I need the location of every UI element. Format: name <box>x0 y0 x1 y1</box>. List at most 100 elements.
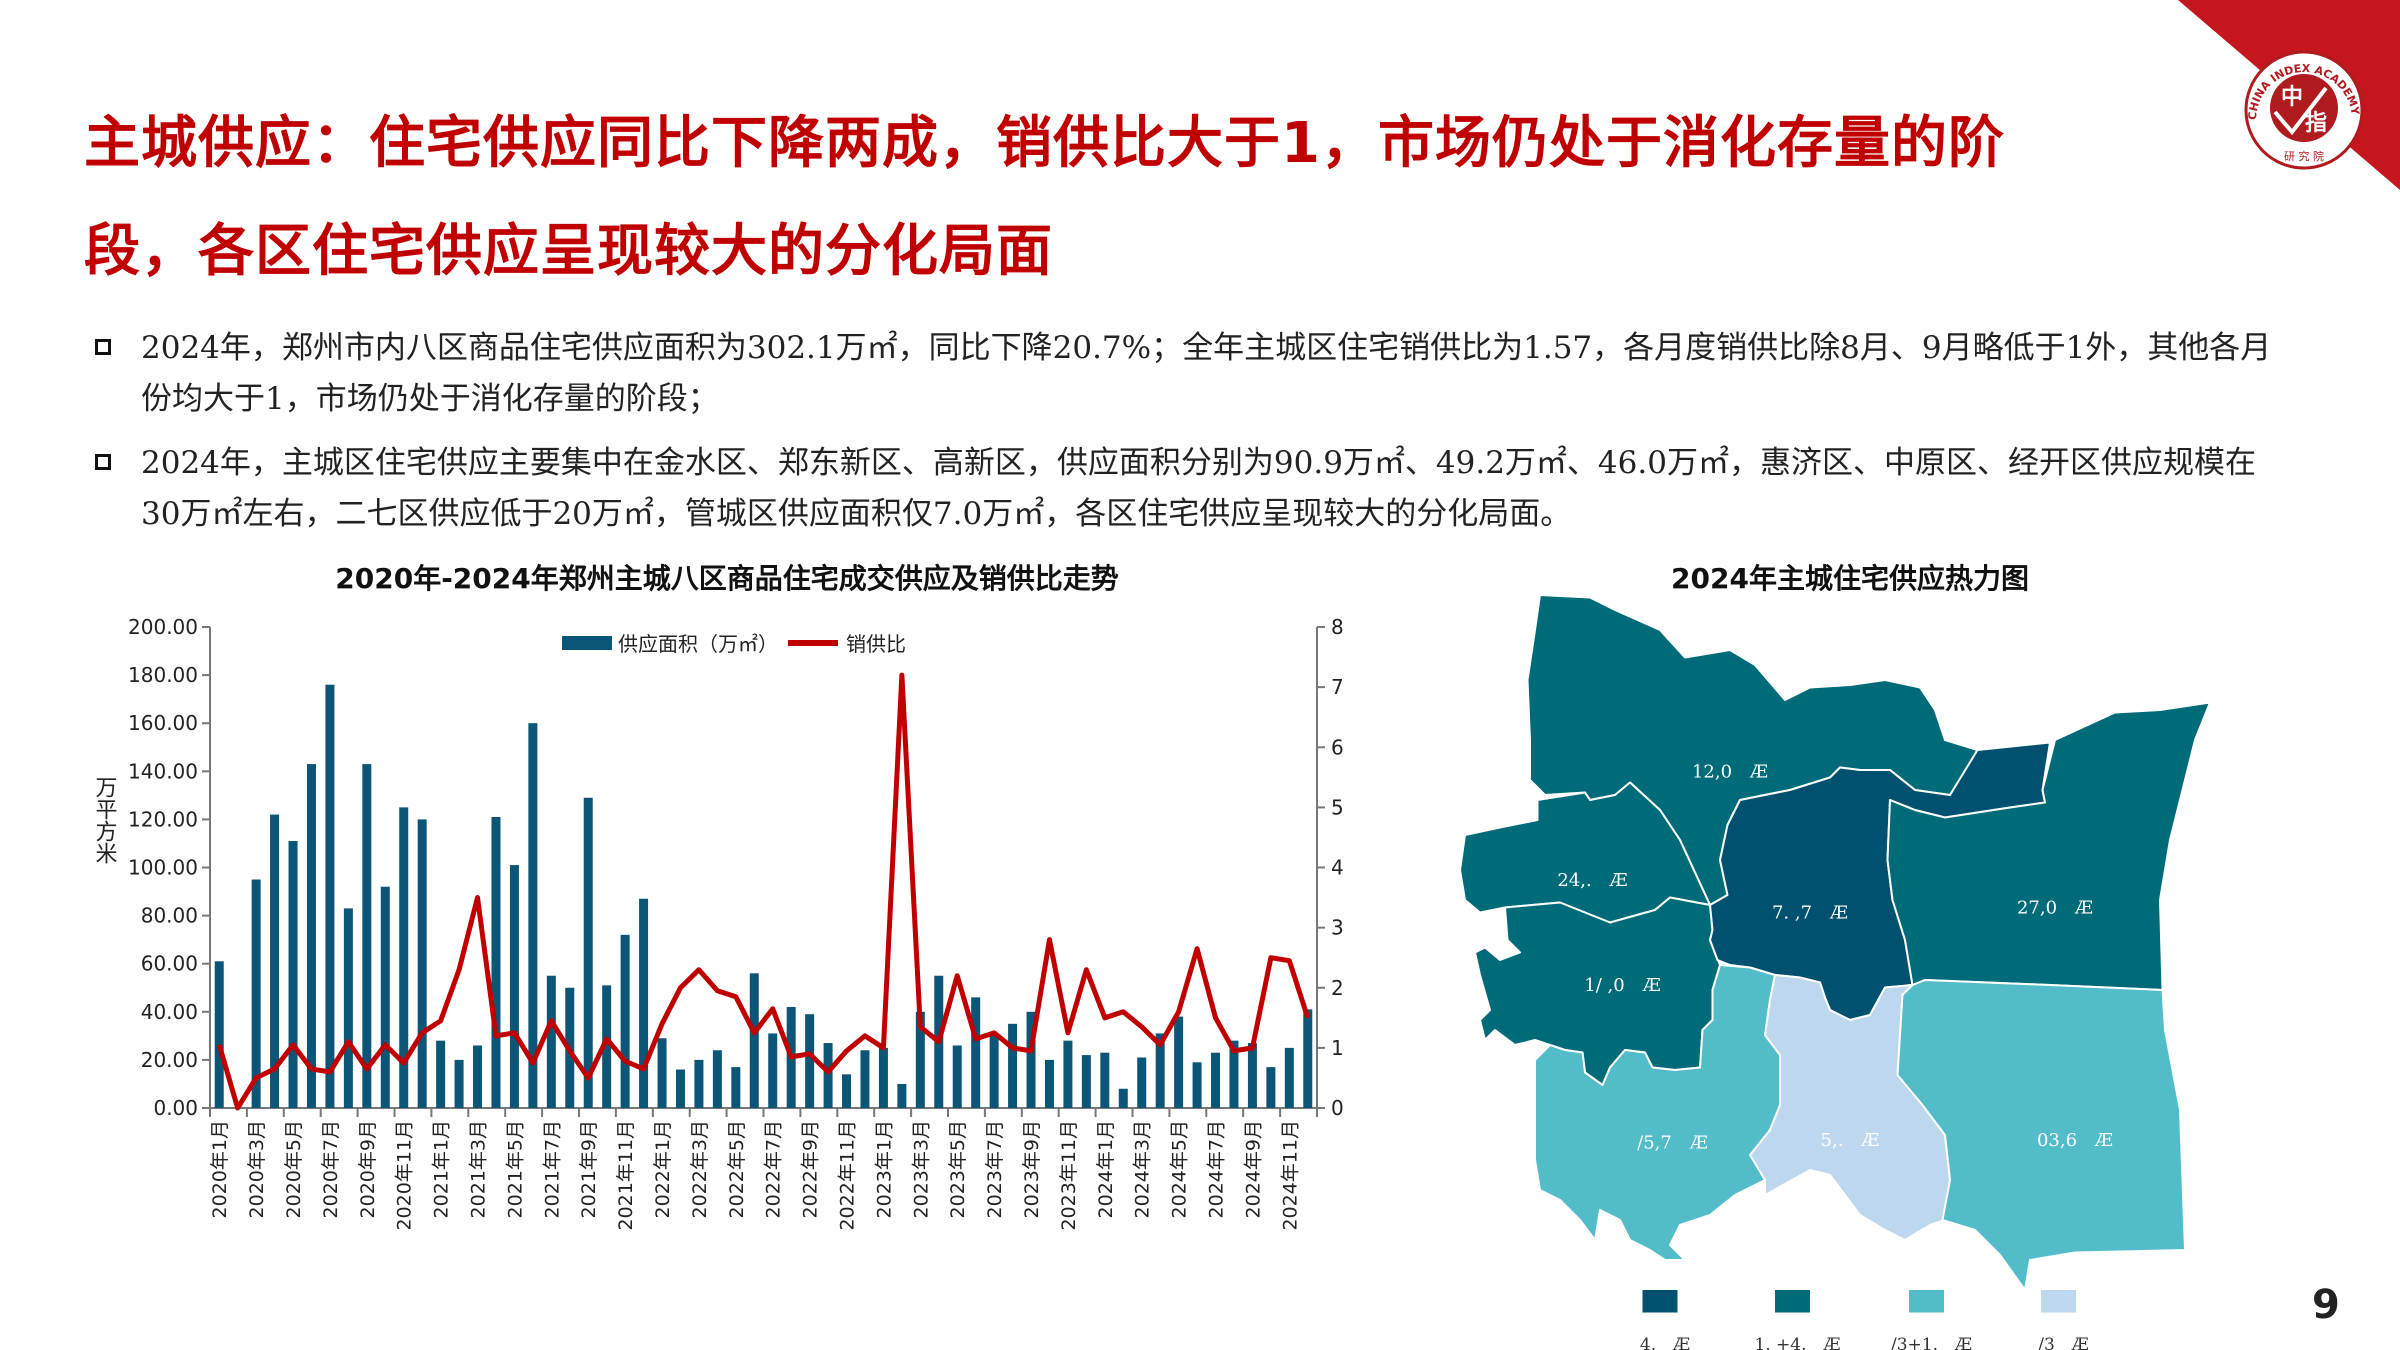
supply-bar <box>306 764 316 1108</box>
y-tick-label: 160.00 <box>128 711 198 735</box>
map-region-label: 7. ,7 Æ <box>1772 903 1848 924</box>
map-region-label: 12,0 Æ <box>1692 762 1768 783</box>
supply-bar <box>1137 1057 1147 1108</box>
supply-bar <box>805 1014 815 1108</box>
y-tick-label: 0.00 <box>153 1096 198 1120</box>
map-region <box>1896 979 2186 1291</box>
x-tick-label: 2020年3月 <box>246 1120 268 1218</box>
supply-bar <box>915 1011 925 1108</box>
x-tick-label: 2023年1月 <box>873 1120 895 1218</box>
y-axis-label: 万平方米 <box>92 776 118 864</box>
x-tick-label: 2024年3月 <box>1132 1120 1154 1218</box>
x-tick-label: 2020年9月 <box>357 1120 379 1218</box>
y2-tick-label: 7 <box>1331 675 1344 699</box>
supply-bar <box>1118 1088 1128 1108</box>
supply-bar <box>768 1033 778 1108</box>
chart-title: 2020年-2024年郑州主城八区商品住宅成交供应及销供比走势 <box>335 562 1119 595</box>
supply-bar <box>270 814 280 1108</box>
x-tick-label: 2022年9月 <box>800 1120 822 1218</box>
supply-bar <box>952 1045 962 1108</box>
supply-bar <box>731 1067 741 1108</box>
y-tick-label: 180.00 <box>128 663 198 687</box>
x-tick-label: 2022年1月 <box>652 1120 674 1218</box>
supply-bar <box>1174 1016 1184 1108</box>
supply-bar <box>528 723 538 1108</box>
y2-tick-label: 8 <box>1331 615 1344 639</box>
logo: 中 指 CHINA INDEX ACADEMY 研 究 院 <box>2244 50 2364 170</box>
legend-swatch <box>2041 1290 2076 1313</box>
ratio-line <box>216 672 1311 1111</box>
supply-bar <box>749 973 759 1108</box>
supply-bar <box>1100 1052 1110 1108</box>
legend-swatch <box>1909 1290 1944 1313</box>
supply-bar <box>639 898 649 1108</box>
y2-tick-label: 4 <box>1331 856 1344 880</box>
x-tick-label: 2024年9月 <box>1242 1120 1264 1218</box>
x-tick-label: 2022年3月 <box>689 1120 711 1218</box>
supply-bar <box>989 1033 999 1108</box>
supply-bar <box>491 816 501 1108</box>
supply-bar <box>712 1050 722 1108</box>
legend-label: /3 Æ <box>2038 1335 2089 1350</box>
supply-bar <box>473 1045 483 1108</box>
supply-ratio-chart: 0.00 20.00 40.00 60.00 80.00 100.00 120.00 140.… <box>92 615 1344 1231</box>
legend-label: 4. Æ <box>1640 1335 1690 1350</box>
y-tick-label: 40.00 <box>141 1000 198 1024</box>
x-tick-label: 2024年11月 <box>1279 1120 1301 1231</box>
supply-bar <box>1063 1040 1073 1108</box>
x-tick-label: 2022年5月 <box>726 1120 748 1218</box>
map-region <box>1886 701 2211 991</box>
y-tick-label: 100.00 <box>128 856 198 880</box>
supply-bar <box>1026 1011 1036 1108</box>
x-tick-label: 2021年5月 <box>504 1120 526 1218</box>
x-tick-label: 2024年5月 <box>1169 1120 1191 1218</box>
supply-bar <box>417 819 427 1108</box>
y2-tick-label: 1 <box>1331 1036 1344 1060</box>
x-tick-label: 2021年3月 <box>468 1120 490 1218</box>
y-tick-label: 60.00 <box>141 952 198 976</box>
bullet-1: 2024年，郑州市内八区商品住宅供应面积为302.1万㎡，同比下降20.7%；全… <box>95 323 2295 425</box>
supply-bar <box>823 1043 833 1108</box>
map-region <box>1749 974 1951 1241</box>
y2-tick-label: 5 <box>1331 795 1344 819</box>
y2-tick-label: 2 <box>1331 976 1344 1000</box>
supply-bar <box>842 1074 852 1108</box>
supply-bar <box>620 934 630 1108</box>
legend-swatch <box>1775 1290 1810 1313</box>
x-tick-label: 2021年9月 <box>578 1120 600 1218</box>
supply-bar <box>362 764 372 1108</box>
legend-label: 1. +4. Æ <box>1754 1335 1840 1350</box>
y-tick-label: 20.00 <box>141 1048 198 1072</box>
supply-bar <box>343 908 353 1108</box>
map-region-label: 5,. Æ <box>1821 1130 1880 1151</box>
supply-bar <box>602 985 612 1108</box>
supply-bar <box>251 879 261 1108</box>
y2-tick-label: 3 <box>1331 916 1344 940</box>
x-tick-label: 2020年11月 <box>394 1120 416 1231</box>
supply-bar <box>971 997 981 1108</box>
map-region-label: 24,. Æ <box>1557 870 1627 891</box>
map-title: 2024年主城住宅供应热力图 <box>1671 562 2029 595</box>
map-region-label: 03,6 Æ <box>2037 1130 2113 1151</box>
x-tick-label: 2023年3月 <box>910 1120 932 1218</box>
x-tick-label: 2024年1月 <box>1095 1120 1117 1218</box>
y-tick-label: 120.00 <box>128 807 198 831</box>
svg-text:指: 指 <box>2305 111 2327 136</box>
bullet-square-icon <box>95 454 111 470</box>
supply-bar <box>1192 1062 1202 1108</box>
supply-bar <box>380 886 390 1108</box>
supply-bar <box>436 1040 446 1108</box>
supply-bar <box>657 1038 667 1108</box>
supply-bar <box>546 975 556 1108</box>
supply-bar <box>897 1083 907 1108</box>
supply-bar <box>1266 1067 1276 1108</box>
x-tick-label: 2023年5月 <box>947 1120 969 1218</box>
y-tick-label: 80.00 <box>141 904 198 928</box>
page-title-line2: 段，各区住宅供应呈现较大的分化局面 <box>84 219 1053 284</box>
supply-bar <box>1284 1047 1294 1108</box>
x-tick-label: 2023年7月 <box>984 1120 1006 1218</box>
supply-bar <box>288 841 298 1108</box>
legend-label-supply: 供应面积（万㎡） <box>618 632 778 656</box>
supply-bar <box>1247 1043 1257 1108</box>
